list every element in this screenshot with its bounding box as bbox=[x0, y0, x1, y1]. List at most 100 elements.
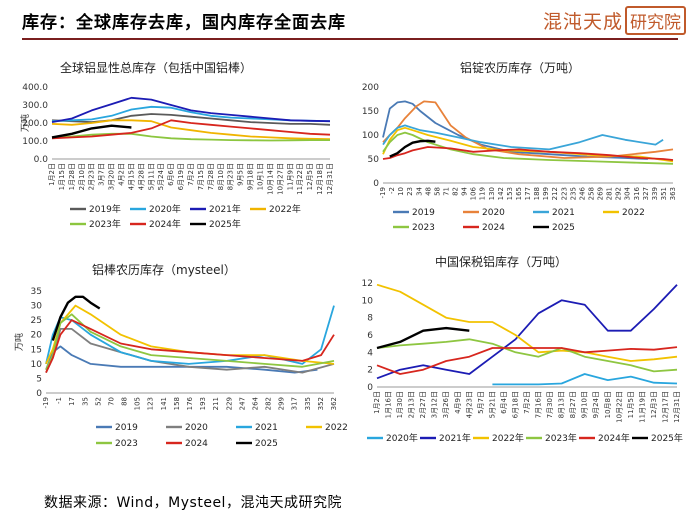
x-tick-label: -19 bbox=[42, 397, 50, 408]
chart-global-inventory: 全球铝显性总库存（包括中国铝棒） 0.0 100.0 200.0 300.0 400.0 万… bbox=[19, 60, 334, 230]
x-tick-label: 317 bbox=[291, 397, 299, 410]
y-tick-label: 400.0 bbox=[22, 83, 48, 93]
x-tick-label: 12月17日 bbox=[661, 391, 669, 423]
y-tick-label: 35 bbox=[31, 287, 42, 297]
x-tick-label: 316 bbox=[633, 186, 641, 200]
y-tick-label: 100 bbox=[362, 131, 379, 141]
series-line-2022年 bbox=[51, 119, 331, 141]
x-tick-label: 9月18日 bbox=[247, 163, 255, 190]
x-tick-label: 48 bbox=[424, 187, 432, 196]
x-tick-label: 9月24日 bbox=[592, 391, 600, 418]
x-tick-label: 6月18日 bbox=[511, 391, 519, 418]
series-line-2019 bbox=[382, 100, 648, 160]
x-tick-label: 7月2日 bbox=[187, 163, 195, 186]
x-tick-label: 17 bbox=[68, 397, 76, 406]
x-tick-label: 4月28日 bbox=[137, 163, 145, 190]
x-tick-label: 223 bbox=[560, 187, 568, 200]
x-tick-label: 58 bbox=[433, 187, 441, 196]
y-tick-label: 12 bbox=[362, 279, 373, 289]
series-line-2019 bbox=[45, 345, 318, 374]
chart-title: 铝锭农历库存（万吨） bbox=[460, 60, 580, 75]
x-tick-label: 165 bbox=[515, 187, 523, 200]
x-tick-label: 339 bbox=[651, 187, 659, 200]
series-line-2022年 bbox=[376, 283, 678, 362]
x-tick-label: 6月4日 bbox=[500, 391, 508, 414]
y-tick-label: 10 bbox=[31, 360, 43, 370]
series-line-2024年 bbox=[51, 119, 331, 140]
data-source: 数据来源：Wind，Mysteel，混沌天成研究院 bbox=[44, 495, 342, 511]
x-tick-label: 105 bbox=[134, 397, 142, 410]
x-tick-label: 246 bbox=[578, 186, 586, 200]
y-tick-label: 300.0 bbox=[22, 101, 48, 111]
y-axis-label: 万吨 bbox=[13, 333, 25, 351]
x-tick-label: 158 bbox=[173, 397, 181, 410]
legend-label: 2025年 bbox=[209, 218, 241, 230]
x-tick-label: 52 bbox=[94, 397, 102, 406]
series-line-2020年 bbox=[492, 373, 678, 386]
legend-label: 2020 bbox=[482, 208, 505, 218]
legend-label: 2025 bbox=[255, 439, 278, 449]
legend-label: 2021 bbox=[255, 423, 278, 433]
x-tick-label: 199 bbox=[542, 187, 550, 200]
y-tick-label: 30 bbox=[31, 302, 43, 312]
x-tick-label: 10月27日 bbox=[276, 163, 284, 195]
x-tick-label: 2月23日 bbox=[88, 163, 96, 190]
chart-title: 全球铝显性总库存（包括中国铝棒） bbox=[60, 60, 252, 75]
x-tick-label: 351 bbox=[660, 187, 668, 200]
x-tick-label: 292 bbox=[615, 187, 623, 200]
x-tick-label: 4月2日 bbox=[118, 163, 126, 186]
y-tick-label: 0.0 bbox=[34, 155, 49, 165]
x-tick-label: 11月19日 bbox=[638, 391, 646, 423]
series-line-2024 bbox=[45, 319, 335, 373]
x-tick-label: -2 bbox=[388, 187, 396, 194]
x-tick-label: 362 bbox=[330, 397, 338, 410]
series-line-2020 bbox=[382, 100, 674, 159]
x-tick-label: 352 bbox=[317, 397, 325, 410]
chart-ingot-lunar: 铝锭农历库存（万吨） 0 50 100 150 200 -19 -2 10 23 34 48 58 71 8… bbox=[362, 60, 677, 233]
x-tick-label: 335 bbox=[304, 397, 312, 410]
y-tick-label: 25 bbox=[31, 316, 42, 326]
x-tick-label: 130 bbox=[488, 187, 496, 200]
legend-label: 2022 bbox=[325, 423, 348, 433]
y-tick-label: 20 bbox=[31, 331, 43, 341]
legend-label: 2019 bbox=[412, 208, 435, 218]
logo-box: 研究院 bbox=[625, 5, 686, 35]
legend-label: 2023年 bbox=[545, 432, 577, 444]
x-tick-label: 282 bbox=[265, 397, 273, 410]
legend-label: 2023 bbox=[412, 223, 435, 233]
x-tick-label: 7月15日 bbox=[197, 163, 205, 190]
brand-logo: 混沌天成 研究院 bbox=[543, 5, 686, 35]
y-tick-label: 15 bbox=[31, 345, 42, 355]
x-tick-label: 23 bbox=[406, 187, 414, 196]
y-axis-label: 万吨 bbox=[19, 114, 31, 132]
series-line-2021年 bbox=[51, 96, 331, 123]
x-tick-label: -19 bbox=[379, 187, 387, 198]
x-tick-label: 211 bbox=[212, 397, 220, 410]
x-tick-label: 8月27日 bbox=[569, 391, 577, 418]
x-tick-label: 10 bbox=[397, 187, 405, 196]
x-tick-label: 82 bbox=[452, 187, 460, 196]
legend-label: 2022 bbox=[622, 208, 645, 218]
x-tick-label: 88 bbox=[121, 397, 129, 406]
y-tick-label: 100.0 bbox=[22, 137, 48, 147]
x-tick-label: 177 bbox=[524, 187, 532, 200]
series-line-2021年 bbox=[376, 284, 678, 380]
y-tick-label: 0 bbox=[373, 179, 379, 189]
legend-label: 2023 bbox=[115, 439, 138, 449]
x-tick-label: 281 bbox=[606, 187, 614, 200]
x-tick-label: 153 bbox=[506, 187, 514, 200]
x-tick-label: 212 bbox=[551, 187, 559, 200]
x-tick-label: 193 bbox=[199, 397, 207, 410]
x-tick-label: 11月22日 bbox=[296, 163, 304, 195]
x-tick-label: 7月28日 bbox=[207, 163, 215, 190]
x-tick-label: 2月13日 bbox=[408, 391, 416, 418]
x-tick-label: 4月23日 bbox=[465, 391, 473, 418]
x-tick-label: 70 bbox=[107, 397, 115, 406]
x-tick-label: 7月30日 bbox=[546, 391, 554, 418]
x-tick-label: 299 bbox=[278, 397, 286, 410]
x-tick-label: 304 bbox=[624, 186, 632, 200]
y-tick-label: 50 bbox=[368, 155, 380, 165]
x-tick-label: 12月3日 bbox=[650, 391, 658, 418]
x-tick-label: 10月8日 bbox=[604, 391, 612, 418]
